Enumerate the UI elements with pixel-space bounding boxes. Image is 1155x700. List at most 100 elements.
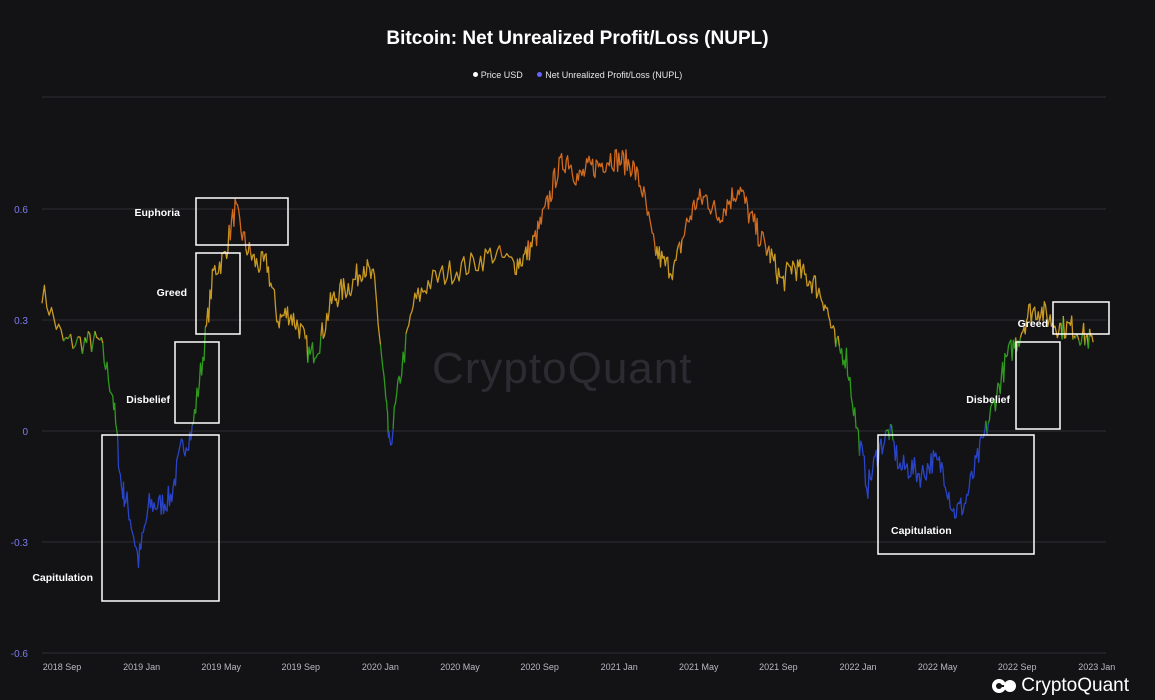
legend-item-nupl[interactable]: Net Unrealized Profit/Loss (NUPL) <box>537 70 682 80</box>
nupl-series-segment <box>204 224 230 328</box>
nupl-series-segment <box>1088 328 1094 343</box>
cryptoquant-logo-icon <box>992 679 1017 693</box>
nupl-series-segment <box>387 428 394 446</box>
nupl-series-segment <box>681 186 760 247</box>
x-tick-label: 2020 Jan <box>362 662 399 672</box>
nupl-series-segment <box>1062 315 1074 340</box>
legend-item-price[interactable]: Price USD <box>472 70 526 80</box>
annotation-label: Disbelief <box>966 394 1010 406</box>
nupl-series-segment <box>245 242 251 256</box>
nupl-series-segment <box>94 331 101 341</box>
nupl-series-segment <box>248 242 252 253</box>
legend-label-price: Price USD <box>480 70 523 80</box>
legend-label-nupl: Net Unrealized Profit/Loss (NUPL) <box>545 70 683 80</box>
left-tick-label: -0.3 <box>11 538 29 549</box>
nupl-series-segment <box>528 241 532 261</box>
x-tick-label: 2022 May <box>918 662 958 672</box>
nupl-series-segment <box>307 335 322 364</box>
nupl-series-segment <box>1075 333 1080 341</box>
x-tick-label: 2022 Jan <box>839 662 876 672</box>
nupl-series-segment <box>77 336 84 354</box>
x-tick-label: 2023 Jan <box>1078 662 1115 672</box>
annotation-box <box>174 341 220 424</box>
nupl-series-segment <box>769 248 837 347</box>
nupl-series-segment <box>892 420 987 519</box>
annotation-group: Euphoria Greed Disbelief Capitulation Disbel… <box>32 197 1110 602</box>
annotation-label: Euphoria <box>134 207 180 219</box>
nupl-series-segment <box>379 344 389 433</box>
nupl-series-segment <box>837 335 840 346</box>
nupl-series-segment <box>759 230 768 256</box>
nupl-series-segment <box>986 423 989 436</box>
watermark: CryptoQuant <box>432 344 693 393</box>
nupl-series-segment <box>838 345 861 456</box>
nupl-series-segment <box>191 327 206 426</box>
nupl-series-segment <box>62 337 67 342</box>
nupl-series-segment <box>249 251 307 340</box>
annotation-label: Greed <box>1018 318 1048 330</box>
series-group <box>41 149 1094 569</box>
x-tick-label: 2020 Sep <box>520 662 559 672</box>
nupl-series-segment <box>1078 334 1084 346</box>
nupl-series-segment <box>677 241 682 254</box>
nupl-series-segment <box>498 245 503 258</box>
chart-title: Bitcoin: Net Unrealized Profit/Loss (NUP… <box>386 28 769 49</box>
nupl-series-segment <box>90 331 96 353</box>
nupl-series-segment <box>85 331 89 344</box>
x-tick-label: 2021 May <box>679 662 719 672</box>
x-tick-label: 2019 Jan <box>123 662 160 672</box>
x-tick-label: 2018 Sep <box>43 662 82 672</box>
nupl-series-segment <box>69 333 74 350</box>
left-axis-ticks: 0.6 0.3 0 -0.3 -0.6 <box>11 205 29 660</box>
nupl-series-segment <box>531 235 534 248</box>
x-tick-label: 2019 Sep <box>282 662 321 672</box>
annotation-label: Capitulation <box>891 525 952 537</box>
annotation-box <box>195 197 289 246</box>
legend: Price USD Net Unrealized Profit/Loss (NU… <box>0 70 1155 80</box>
annotation-label: Capitulation <box>32 572 93 584</box>
left-tick-label: 0.6 <box>14 205 28 216</box>
nupl-series-segment <box>87 330 93 353</box>
nupl-series-segment <box>81 337 86 354</box>
left-tick-label: -0.6 <box>11 649 29 660</box>
nupl-series-segment <box>405 245 501 334</box>
annotation-box <box>101 434 220 602</box>
nupl-series-segment <box>1087 328 1091 349</box>
nupl-series-segment <box>655 245 680 281</box>
annotation-box <box>877 434 1035 555</box>
nupl-series-segment <box>858 430 887 500</box>
nupl-series-segment <box>116 424 193 569</box>
nupl-series-segment <box>228 198 247 249</box>
x-tick-label: 2021 Jan <box>601 662 638 672</box>
nupl-series-segment <box>100 337 104 344</box>
nupl-series-segment <box>102 343 119 436</box>
nupl-series-segment <box>1019 301 1063 340</box>
nupl-series-segment <box>501 240 529 276</box>
annotation-box <box>1052 301 1110 335</box>
nupl-series-segment <box>320 259 382 345</box>
x-axis-ticks: 2018 Sep 2019 Jan 2019 May 2019 Sep 2020 Jan… <box>43 662 1116 672</box>
x-tick-label: 2022 Sep <box>998 662 1037 672</box>
legend-dot-price-icon <box>472 72 478 77</box>
nupl-series-segment <box>888 423 892 440</box>
nupl-series-segment <box>987 337 1017 424</box>
nupl-series-segment <box>758 243 762 247</box>
nupl-series-segment <box>532 149 657 256</box>
annotation-box <box>1015 341 1061 430</box>
nupl-series-segment <box>392 333 407 429</box>
left-tick-label: 0.3 <box>14 316 28 327</box>
annotation-box <box>195 252 241 335</box>
nupl-series-segment <box>1016 337 1022 352</box>
nupl-series-segment <box>680 239 683 254</box>
x-tick-label: 2021 Sep <box>759 662 798 672</box>
annotation-label: Greed <box>157 287 187 299</box>
annotation-label: Disbelief <box>126 394 170 406</box>
nupl-series-segment <box>72 336 79 350</box>
x-tick-label: 2019 May <box>201 662 241 672</box>
nupl-series-segment <box>41 284 65 342</box>
nupl-series-segment <box>1081 322 1086 346</box>
nupl-series-segment <box>1084 336 1087 346</box>
legend-dot-nupl-icon <box>537 72 543 77</box>
left-tick-label: 0 <box>22 427 28 438</box>
x-tick-label: 2020 May <box>440 662 480 672</box>
